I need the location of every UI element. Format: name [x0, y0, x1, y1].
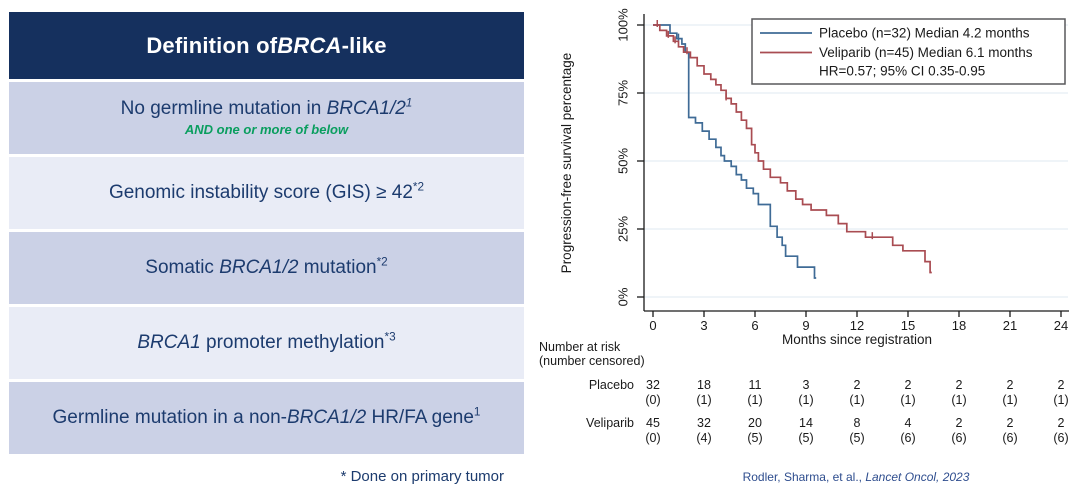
y-tick-labels: 0% 25% 50% 75% 100% Progression-free survival…: [559, 8, 644, 306]
censored-count: (1): [798, 393, 813, 407]
risk-count: 2: [1058, 416, 1065, 430]
x-tick-labels: 0 3 6 9 12 15 18 21 24 Months since registration: [649, 311, 1068, 347]
citation-text: Rodler, Sharma, et al., Lancet Oncol, 20…: [743, 470, 970, 484]
risk-count: 2: [1058, 378, 1065, 392]
risk-count: 2: [854, 378, 861, 392]
table-row-text: Genomic instability score (GIS) ≥ 42*2: [108, 180, 425, 204]
legend-label: Veliparib (n=45) Median 6.1 months: [819, 45, 1033, 60]
risk-row-label: Placebo: [589, 378, 634, 392]
x-tick-label: 21: [1003, 318, 1017, 333]
censored-count: (1): [696, 393, 711, 407]
risk-table-subtitle: (number censored): [539, 354, 645, 368]
censored-count: (1): [849, 393, 864, 407]
series-placebo: [653, 24, 817, 279]
risk-table-title: Number at risk: [539, 340, 621, 354]
censored-count: (0): [645, 393, 660, 407]
table-rows: No germline mutation in BRCA1/21 AND one …: [9, 82, 524, 454]
x-tick-label: 15: [901, 318, 915, 333]
censored-count: (6): [1002, 431, 1017, 445]
table-row: Somatic BRCA1/2 mutation*2: [9, 232, 524, 304]
series-veliparib: [653, 20, 932, 274]
censored-count: (6): [951, 431, 966, 445]
censored-count: (5): [849, 431, 864, 445]
legend-hr-note: HR=0.57; 95% CI 0.35-0.95: [819, 64, 985, 79]
table-footnote: * Done on primary tumor: [340, 468, 504, 485]
citation: Rodler, Sharma, et al., Lancet Oncol, 20…: [743, 470, 970, 484]
censored-count: (1): [1053, 393, 1068, 407]
x-tick-label: 9: [802, 318, 809, 333]
legend-box: [751, 18, 1066, 85]
y-tick-label: 50%: [616, 148, 631, 174]
y-axis-title: Progression-free survival percentage: [559, 53, 574, 274]
table-row: Germline mutation in a non-BRCA1/2 HR/FA…: [9, 382, 524, 454]
risk-count: 2: [956, 416, 963, 430]
censored-count: (1): [951, 393, 966, 407]
risk-count: 4: [905, 416, 912, 430]
x-tick-label: 6: [751, 318, 758, 333]
table-row: BRCA1 promoter methylation*3: [9, 307, 524, 379]
censored-count: (0): [645, 431, 660, 445]
table-row-text: Germline mutation in a non-BRCA1/2 HR/FA…: [52, 405, 481, 429]
risk-count: 2: [1007, 378, 1014, 392]
x-tick-label: 3: [700, 318, 707, 333]
censored-count: (6): [1053, 431, 1068, 445]
table-row-subtext: AND one or more of below: [184, 121, 349, 137]
table-row: Genomic instability score (GIS) ≥ 42*2: [9, 157, 524, 229]
censored-count: (1): [747, 393, 762, 407]
x-tick-label: 0: [649, 318, 656, 333]
risk-count: 11: [749, 378, 762, 392]
x-tick-label: 18: [952, 318, 966, 333]
censored-count: (5): [747, 431, 762, 445]
risk-count: 32: [697, 416, 711, 430]
risk-count: 2: [1007, 416, 1014, 430]
risk-count: 32: [646, 378, 660, 392]
risk-count: 8: [854, 416, 861, 430]
risk-table: Number at risk(number censored)Placebo 32…: [539, 340, 1069, 445]
censored-count: (4): [696, 431, 711, 445]
y-tick-label: 25%: [616, 216, 631, 242]
x-tick-label: 24: [1054, 318, 1068, 333]
censored-count: (5): [798, 431, 813, 445]
x-tick-label: 12: [850, 318, 864, 333]
x-axis-title: Months since registration: [782, 332, 932, 347]
legend-label: Placebo (n=32) Median 4.2 months: [819, 26, 1030, 41]
table-row-text: No germline mutation in BRCA1/21: [120, 96, 413, 120]
risk-count: 3: [803, 378, 810, 392]
risk-count: 18: [697, 378, 711, 392]
risk-count: 2: [956, 378, 963, 392]
risk-count: 45: [646, 416, 660, 430]
km-curve-placebo: [653, 24, 817, 279]
y-tick-label: 100%: [616, 8, 631, 42]
km-curve-veliparib: [653, 24, 932, 274]
censored-count: (6): [900, 431, 915, 445]
table-row-text: BRCA1 promoter methylation*3: [137, 330, 396, 354]
risk-count: 14: [799, 416, 813, 430]
censored-count: (1): [900, 393, 915, 407]
table-row: No germline mutation in BRCA1/21 AND one …: [9, 82, 524, 154]
risk-row-label: Veliparib: [586, 416, 634, 430]
legend: Placebo (n=32) Median 4.2 months Velipari…: [751, 18, 1066, 85]
y-tick-label: 0%: [616, 287, 631, 306]
y-tick-label: 75%: [616, 80, 631, 106]
censored-count: (1): [1002, 393, 1017, 407]
risk-count: 2: [905, 378, 912, 392]
risk-count: 20: [748, 416, 762, 430]
table-header: Definition of BRCA -like: [9, 12, 524, 79]
brca-definition-table: Definition of BRCA -like No germline muta…: [9, 12, 524, 485]
table-row-text: Somatic BRCA1/2 mutation*2: [145, 255, 388, 279]
